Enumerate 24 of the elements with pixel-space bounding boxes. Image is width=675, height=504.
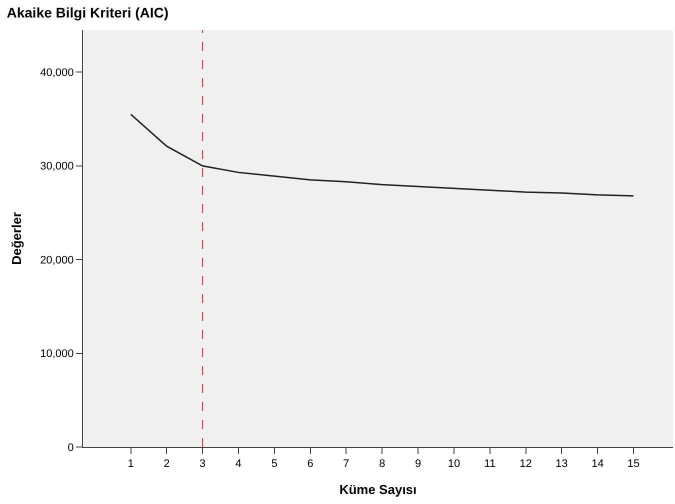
chart-title: Akaike Bilgi Kriteri (AIC): [6, 4, 169, 20]
x-tick-label: 13: [556, 458, 568, 470]
y-tick-label: 40,000: [40, 67, 74, 80]
x-tick-label: 5: [271, 458, 278, 470]
y-tick-label: 20,000: [40, 254, 74, 266]
y-tick-label: 10,000: [40, 348, 74, 360]
x-tick-label: 6: [307, 458, 314, 470]
y-tick-label: 30,000: [40, 160, 74, 173]
x-tick-label: 4: [235, 458, 242, 470]
x-tick-label: 11: [484, 458, 496, 470]
x-tick-label: 8: [379, 458, 386, 470]
y-tick-label: 0: [68, 442, 74, 454]
line-series: [130, 114, 634, 197]
x-tick-label: 14: [591, 458, 604, 470]
x-tick-label: 9: [414, 458, 422, 470]
x-tick-label: 10: [448, 458, 460, 470]
x-tick-label: 7: [343, 458, 350, 470]
x-tick-label: 3: [200, 458, 206, 470]
x-tick-label: 1: [128, 458, 134, 470]
x-axis-title: Küme Sayısı: [339, 482, 417, 497]
x-tick-label: 12: [520, 458, 532, 470]
y-axis-title: Değerler: [9, 212, 24, 265]
x-tick-label: 2: [164, 458, 170, 470]
x-tick-label: 15: [627, 458, 640, 470]
